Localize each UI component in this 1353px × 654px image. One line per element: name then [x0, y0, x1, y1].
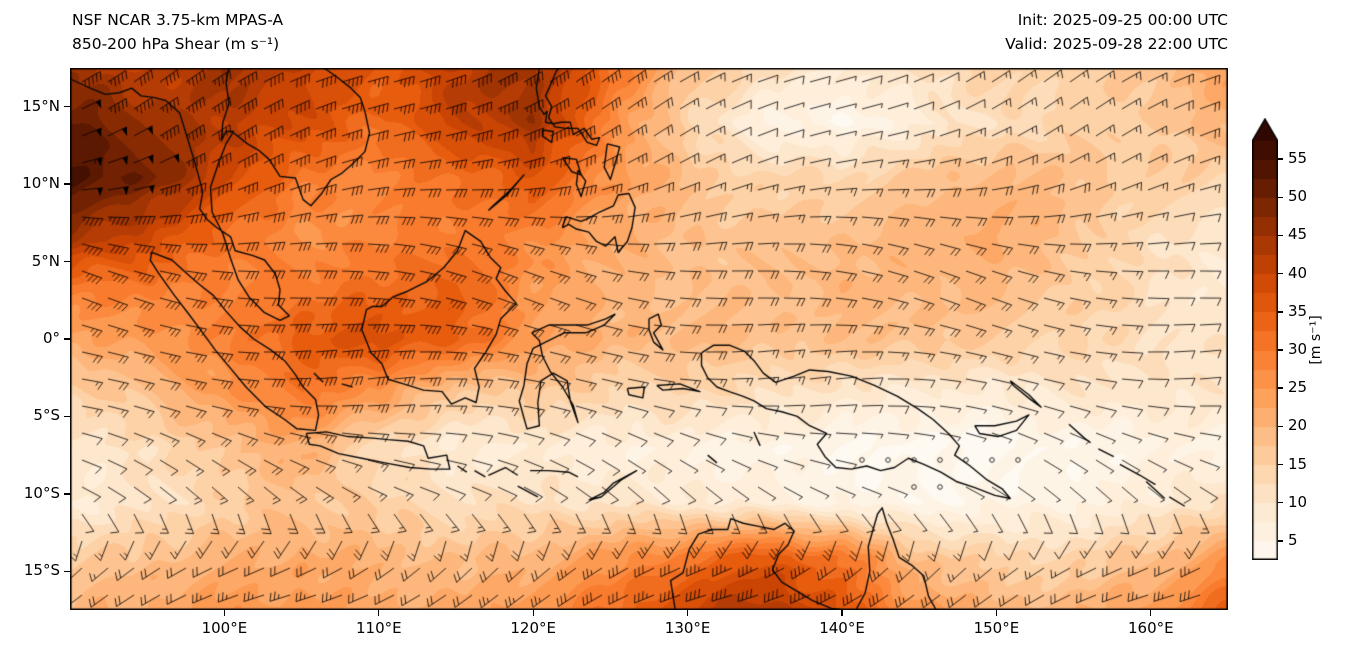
map-plot-area: [70, 68, 1228, 610]
colorbar-tick-mark: [1278, 158, 1283, 160]
y-tick-label: 5°S: [33, 406, 60, 425]
x-tick-mark: [841, 610, 843, 616]
colorbar-canvas: [1252, 118, 1278, 560]
x-tick-label: 120°E: [510, 619, 556, 637]
y-tick-label: 15°S: [23, 561, 60, 580]
x-tick-mark: [1150, 610, 1152, 616]
y-tick-mark: [64, 570, 70, 572]
colorbar-tick-mark: [1278, 311, 1283, 313]
colorbar-tick-label: 35: [1288, 301, 1308, 320]
x-tick-mark: [686, 610, 689, 616]
x-tick-label: 110°E: [355, 619, 402, 637]
x-tick-mark: [995, 610, 998, 616]
colorbar-tick-mark: [1278, 349, 1283, 351]
colorbar-tick-label: 55: [1288, 149, 1308, 168]
y-tick-mark: [64, 183, 70, 185]
colorbar-tick-label: 45: [1288, 225, 1308, 244]
colorbar-tick-mark: [1278, 234, 1283, 237]
colorbar-units-label: [m s⁻¹]: [1308, 315, 1324, 365]
colorbar-tick-label: 15: [1288, 454, 1308, 473]
colorbar-tick-mark: [1278, 463, 1283, 466]
colorbar-tick-label: 10: [1288, 492, 1308, 511]
x-tick-label: 140°E: [819, 619, 865, 637]
y-tick-mark: [64, 415, 70, 418]
y-tick-mark: [64, 493, 70, 495]
x-tick-mark: [378, 610, 380, 616]
valid-time-label: Valid: 2025-09-28 22:00 UTC: [1005, 35, 1228, 53]
x-tick-label: 100°E: [201, 619, 248, 637]
colorbar-tick-mark: [1278, 387, 1283, 389]
model-title: NSF NCAR 3.75-km MPAS-A: [72, 11, 284, 29]
x-tick-label: 130°E: [664, 619, 711, 637]
x-tick-mark: [532, 610, 534, 616]
y-tick-mark: [64, 338, 70, 340]
colorbar: [1252, 118, 1278, 560]
x-tick-label: 150°E: [973, 619, 1020, 637]
y-tick-label: 10°S: [23, 483, 60, 502]
y-tick-label: 10°N: [22, 174, 60, 193]
colorbar-tick-mark: [1278, 425, 1283, 428]
x-tick-mark: [223, 610, 226, 616]
shear-heatmap-canvas: [70, 68, 1228, 610]
colorbar-tick-label: 50: [1288, 187, 1308, 206]
y-tick-label: 5°N: [31, 251, 60, 270]
colorbar-tick-mark: [1278, 196, 1283, 198]
colorbar-tick-mark: [1278, 502, 1283, 504]
x-tick-label: 160°E: [1127, 619, 1174, 637]
y-tick-label: 15°N: [22, 96, 60, 115]
time-info-block: Init: 2025-09-25 00:00 UTC Valid: 2025-0…: [1005, 8, 1228, 56]
colorbar-tick-label: 5: [1288, 530, 1298, 549]
init-time-label: Init: 2025-09-25 00:00 UTC: [1017, 11, 1228, 29]
colorbar-tick-label: 25: [1288, 378, 1308, 397]
y-tick-mark: [64, 106, 70, 108]
plot-title-block: NSF NCAR 3.75-km MPAS-A 850-200 hPa Shea…: [72, 8, 283, 56]
colorbar-tick-label: 40: [1288, 263, 1308, 282]
y-tick-label: 0°: [42, 329, 60, 347]
colorbar-tick-mark: [1278, 272, 1283, 275]
colorbar-tick-label: 30: [1288, 340, 1308, 358]
colorbar-tick-mark: [1278, 540, 1283, 542]
y-tick-mark: [64, 260, 70, 263]
colorbar-tick-label: 20: [1288, 416, 1308, 435]
field-title: 850-200 hPa Shear (m s⁻¹): [72, 35, 280, 53]
